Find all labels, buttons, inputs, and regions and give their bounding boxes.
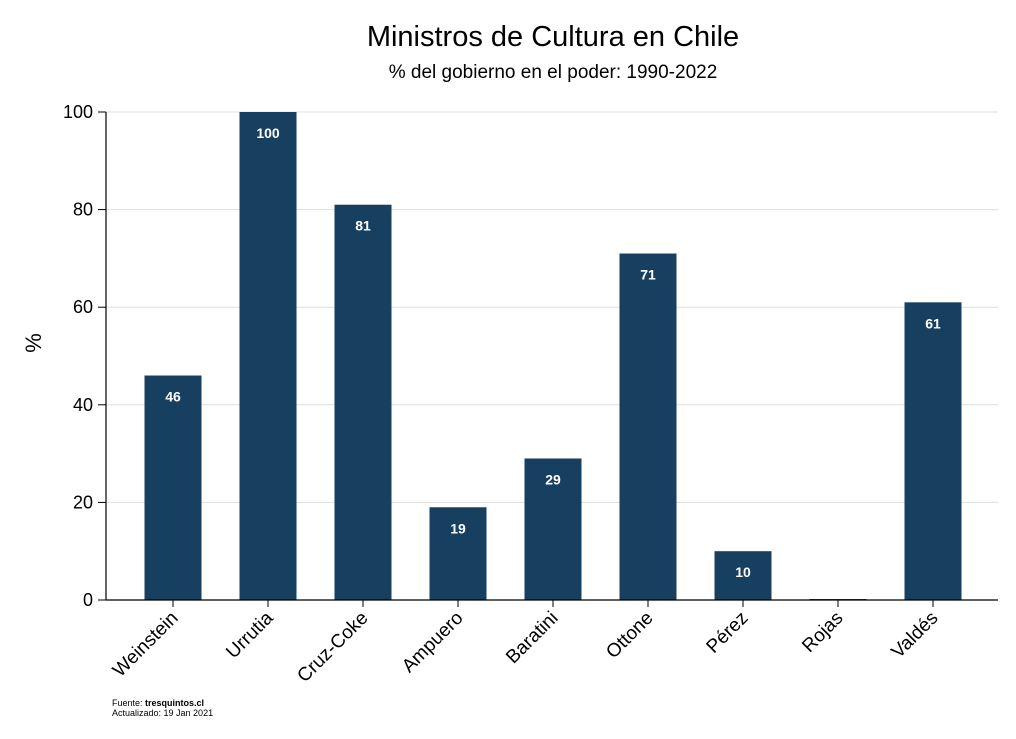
- chart-subtitle: % del gobierno en el poder: 1990-2022: [389, 62, 718, 83]
- y-axis-label: %: [21, 333, 46, 353]
- x-tick-label: Baratini: [502, 608, 562, 668]
- bar: [619, 253, 677, 600]
- y-tick-label: 80: [73, 200, 93, 220]
- bar-value-label: 61: [925, 315, 941, 331]
- footer-source-name: tresquintos.cl: [145, 698, 204, 708]
- bar: [524, 458, 582, 600]
- bar-value-label: 100: [256, 125, 280, 141]
- x-tick-label: Valdés: [888, 608, 943, 663]
- x-tick-label: Pérez: [703, 608, 753, 658]
- x-tick-label: Rojas: [798, 608, 847, 657]
- y-tick-label: 100: [63, 102, 93, 122]
- x-tick-label: Urrutia: [222, 607, 277, 662]
- bar-value-label: 46: [165, 389, 181, 405]
- y-tick-label: 20: [73, 492, 93, 512]
- bar: [334, 204, 392, 600]
- footer-source: Fuente: tresquintos.cl: [112, 698, 204, 708]
- bar: [904, 302, 962, 600]
- bar-value-label: 81: [355, 218, 371, 234]
- bar-value-label: 71: [640, 267, 656, 283]
- footer-updated: Actualizado: 19 Jan 2021: [112, 708, 213, 718]
- y-tick-label: 0: [83, 590, 93, 610]
- bar: [429, 507, 487, 600]
- footer-source-prefix: Fuente:: [112, 698, 145, 708]
- bar: [144, 375, 202, 600]
- bar: [714, 551, 772, 600]
- chart-title: Ministros de Cultura en Chile: [367, 21, 739, 53]
- x-axis: Weinstein Urrutia Cruz-Coke Ampuero Baratini…: [106, 599, 998, 687]
- x-tick-label: Cruz-Coke: [293, 608, 372, 687]
- x-tick-label: Weinstein: [109, 608, 183, 682]
- bars: 46 100 81 19 29 71 10 61: [144, 112, 962, 600]
- y-tick-label: 40: [73, 395, 93, 415]
- x-tick-label: Ottone: [602, 608, 657, 663]
- y-tick-label: 60: [73, 297, 93, 317]
- bar-value-label: 10: [735, 564, 751, 580]
- bar-value-label: 29: [545, 471, 561, 487]
- y-axis: 0 20 40 60 80 100: [63, 102, 107, 610]
- bar-value-label: 19: [450, 520, 466, 536]
- bar: [239, 112, 297, 600]
- x-tick-label: Ampuero: [398, 608, 467, 677]
